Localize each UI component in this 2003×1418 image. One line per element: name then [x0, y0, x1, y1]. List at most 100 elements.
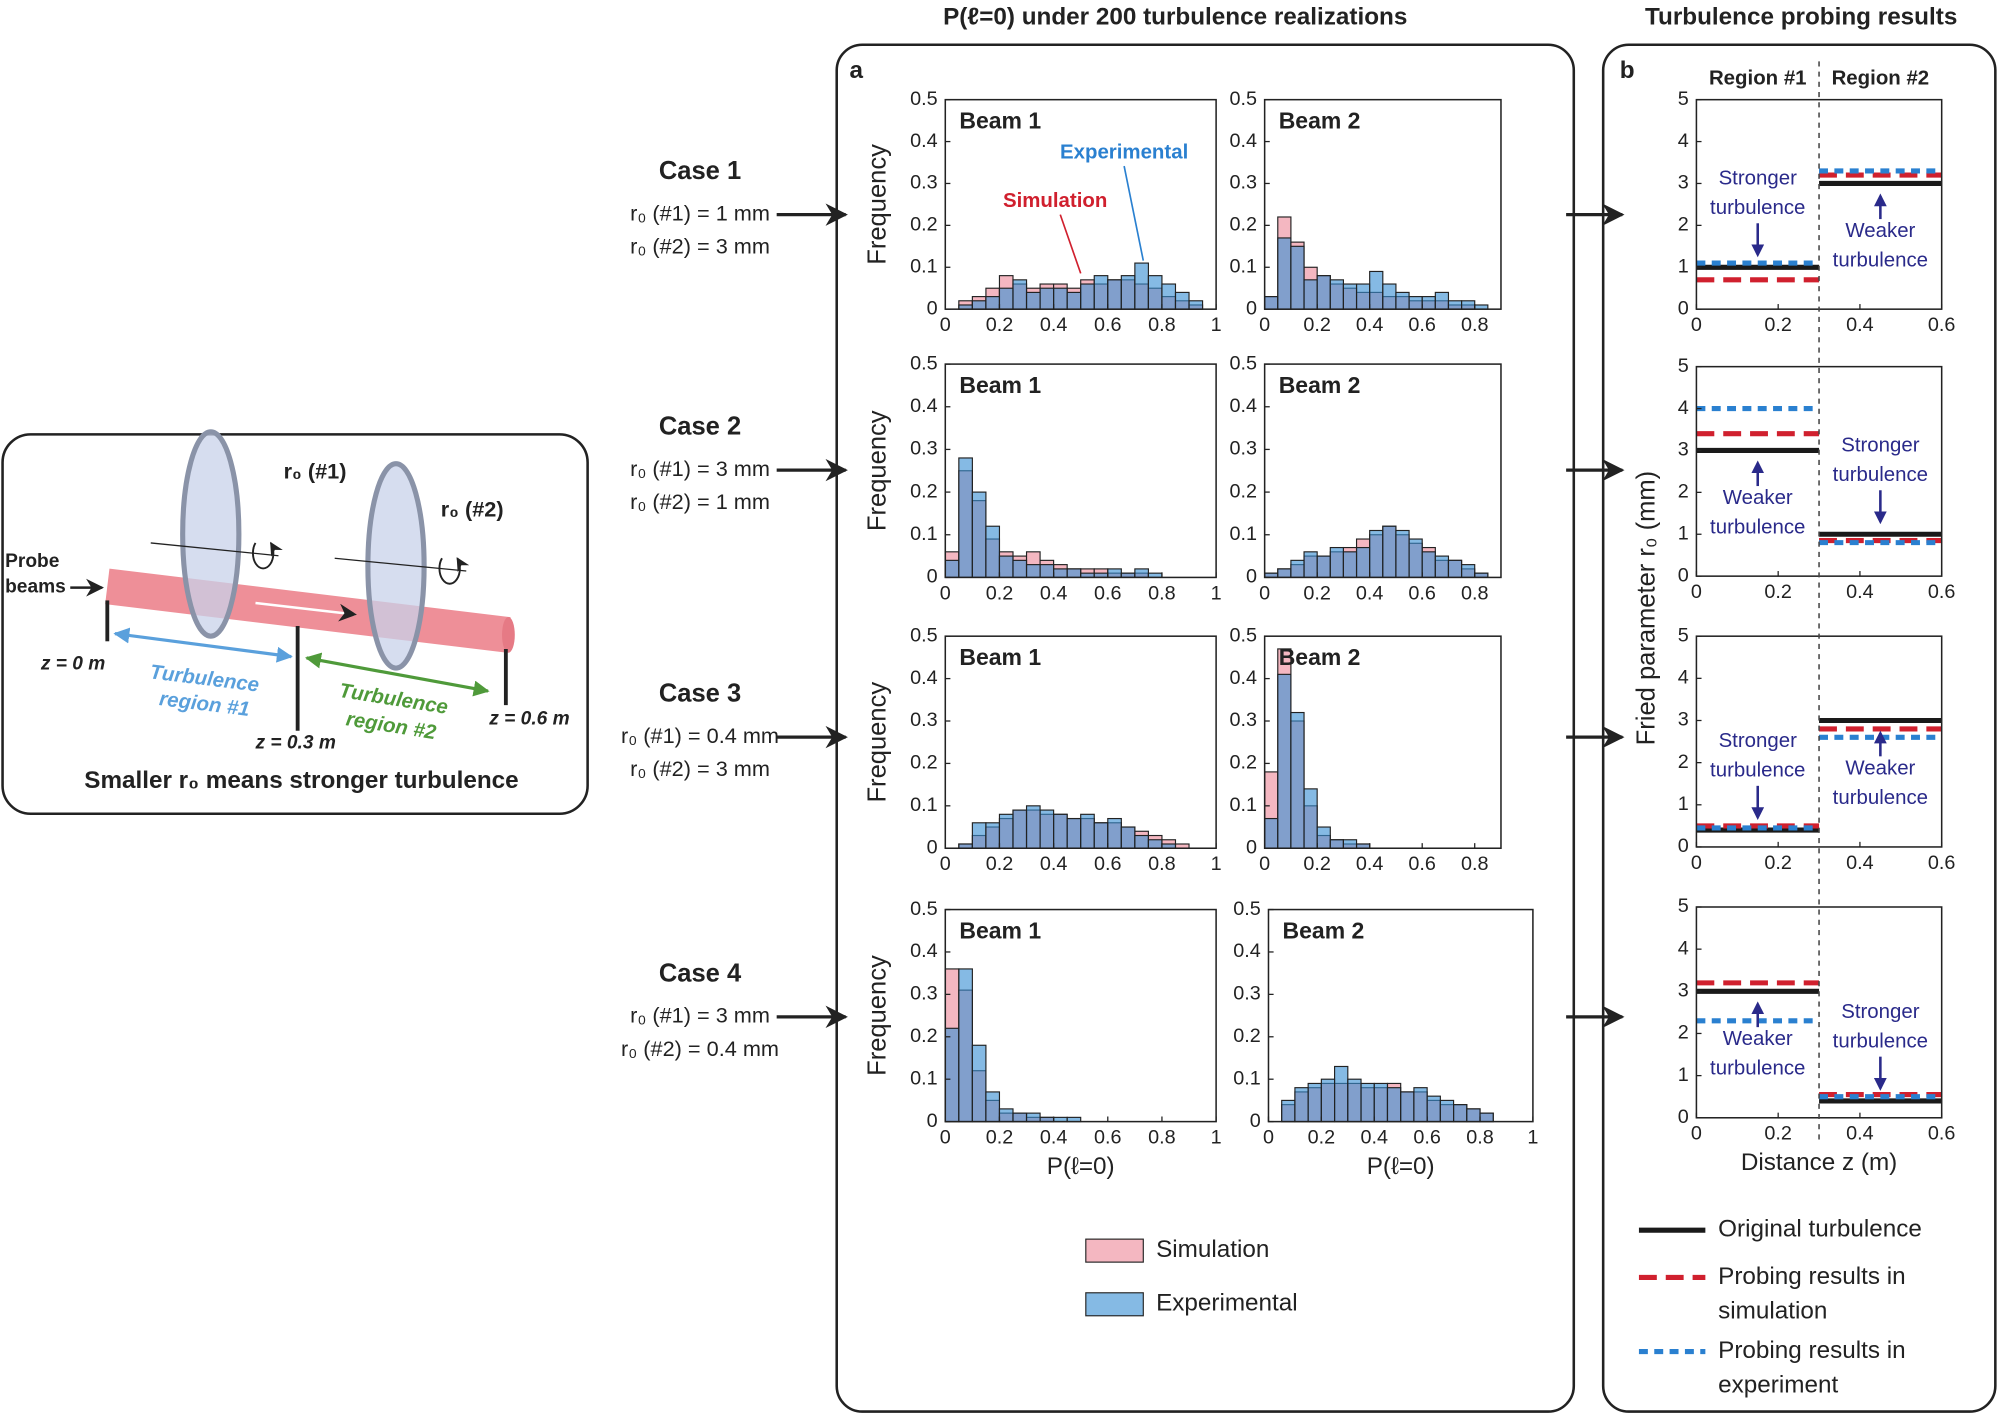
- x-tick-label: 1: [1527, 1126, 1538, 1148]
- histogram-bar: [985, 1091, 1001, 1123]
- x-tick-label: 0.8: [1148, 853, 1176, 875]
- histogram-bar: [1413, 1087, 1428, 1123]
- y-tick-label: 5: [1678, 88, 1689, 110]
- histogram-bar: [1434, 291, 1450, 310]
- x-tick-label: 1: [1211, 582, 1222, 604]
- y-tick-label: 3: [1678, 172, 1689, 194]
- histogram-bar: [958, 457, 973, 579]
- plot-frame: [944, 363, 1217, 579]
- y-tick-label: 0.1: [1229, 523, 1257, 545]
- y-tick-label: 0.1: [1229, 256, 1257, 278]
- histogram-bar: [1012, 1112, 1028, 1123]
- x-tick-label: 0.4: [1356, 853, 1384, 875]
- x-tick-label: 0.6: [1094, 314, 1122, 336]
- x-tick-label: 0.8: [1466, 1126, 1494, 1148]
- y-tick-label: 0.2: [910, 1025, 938, 1047]
- y-tick-label: 4: [1678, 667, 1689, 689]
- y-tick-label: 5: [1678, 624, 1689, 646]
- diagram-caption: Smaller r₀ means stronger turbulence: [84, 767, 518, 794]
- y-tick-label: 0: [927, 1110, 938, 1132]
- x-tick-label: 0.4: [1040, 853, 1068, 875]
- rotation-arrow: [438, 557, 470, 585]
- y-tick-label: 0: [1678, 564, 1689, 586]
- x-tick-label: 0.8: [1461, 853, 1489, 875]
- x-tick-label: 0.4: [1040, 582, 1068, 604]
- y-tick-label: 0: [927, 566, 938, 588]
- beam-tube: [105, 568, 511, 653]
- histogram-bar: [1303, 788, 1318, 849]
- histogram-bar: [1053, 568, 1068, 579]
- y-tick-label: 0.5: [910, 898, 938, 920]
- x-tick-label: 1: [1211, 853, 1222, 875]
- histogram-bar: [1316, 275, 1331, 310]
- histogram-bar: [1025, 805, 1041, 849]
- histogram-bar: [1025, 1112, 1041, 1123]
- x-axis-label: P(ℓ=0): [1047, 1153, 1115, 1180]
- y-tick-label: 0: [927, 297, 938, 319]
- y-tick-label: 0.1: [910, 794, 938, 816]
- y-tick-label: 0.4: [910, 940, 938, 962]
- heading-a: P(ℓ=0) under 200 turbulence realizations: [943, 3, 1407, 30]
- diagram-label: z = 0.3 m: [254, 733, 335, 754]
- x-tick-label: 0.6: [1928, 314, 1956, 336]
- histogram-bar: [1369, 270, 1384, 310]
- histogram-bar: [998, 287, 1014, 310]
- y-tick-label: 0.1: [910, 523, 938, 545]
- case-r1: r₀ (#1) = 3 mm: [630, 1003, 770, 1028]
- histogram-bar: [1080, 813, 1095, 849]
- histogram-bar: [1461, 564, 1476, 579]
- x-tick-label: 0.2: [1303, 582, 1331, 604]
- histogram-bar: [1107, 568, 1122, 579]
- turbulence-screen: [180, 429, 242, 639]
- x-tick-label: 0.8: [1148, 314, 1176, 336]
- x-tick-label: 0.4: [1846, 1123, 1874, 1145]
- histogram-bar: [971, 822, 987, 849]
- histogram-bar: [1093, 275, 1109, 310]
- rotation-arrow: [252, 541, 283, 570]
- y-tick-label: 0: [1678, 297, 1689, 319]
- y-axis-label: Frequency: [864, 682, 892, 803]
- heading-b: Turbulence probing results: [1645, 3, 1957, 30]
- case-r1: r₀ (#1) = 3 mm: [630, 456, 770, 481]
- region-arrow: [113, 627, 293, 663]
- annotation: turbulence: [1833, 464, 1928, 486]
- histogram-bar: [1290, 559, 1305, 579]
- beam-end: [502, 617, 515, 653]
- y-tick-label: 3: [1678, 709, 1689, 731]
- histogram-bar: [1053, 813, 1068, 849]
- chart-title: Beam 2: [1283, 918, 1365, 944]
- histogram-bar: [1277, 568, 1292, 579]
- y-tick-label: 0.2: [1229, 752, 1257, 774]
- y-tick-label: 5: [1678, 355, 1689, 377]
- histogram-bar: [1342, 839, 1358, 849]
- plot-frame: [944, 908, 1217, 1123]
- legend-label-box: Probing results in simulation: [1718, 1263, 1906, 1324]
- y-tick-label: 0: [1246, 566, 1257, 588]
- histogram-bar: [1369, 529, 1384, 579]
- x-tick-label: 0.2: [1764, 314, 1792, 336]
- histogram-bar: [985, 822, 1001, 849]
- histogram-bar: [1329, 546, 1344, 579]
- callout-line: [1123, 165, 1145, 261]
- annotation: Stronger: [1719, 730, 1798, 752]
- histogram-bar: [1277, 237, 1292, 310]
- histogram-bar: [1342, 551, 1358, 579]
- y-tick-label: 2: [1678, 214, 1689, 236]
- axis-line: [334, 557, 467, 572]
- annotation: turbulence: [1833, 249, 1928, 271]
- annotation: turbulence: [1833, 787, 1928, 809]
- legend-label-box: Probing results in experiment: [1718, 1337, 1906, 1398]
- diagram-label: z = 0.6 m: [488, 708, 569, 729]
- histogram-bar: [1264, 817, 1279, 849]
- case-title: Case 4: [659, 959, 742, 987]
- y-tick-label: 0.5: [910, 624, 938, 646]
- x-tick-label: 0.8: [1461, 314, 1489, 336]
- callout: Experimental: [1060, 142, 1188, 164]
- case-title: Case 2: [659, 413, 741, 441]
- histogram-bar: [1382, 283, 1397, 310]
- histogram-bar: [1408, 538, 1423, 579]
- histogram-bar: [1355, 283, 1371, 310]
- plot-frame: [1263, 363, 1502, 579]
- x-tick-label: 0.6: [1094, 582, 1122, 604]
